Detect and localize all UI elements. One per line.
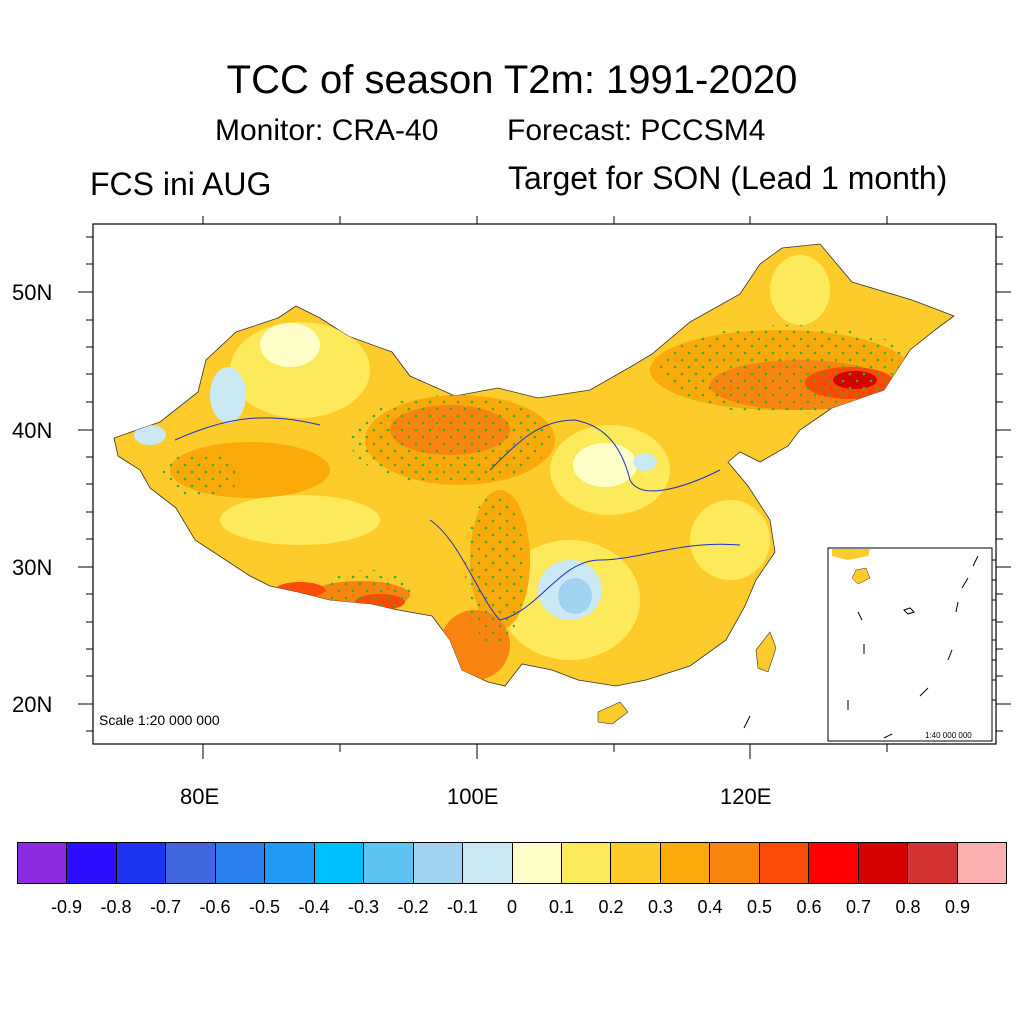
colorbar-box xyxy=(660,843,711,883)
region-kashgar-blue xyxy=(134,425,166,445)
colorbar-box xyxy=(611,843,661,883)
scale-inset-label: 1:40 000 000 xyxy=(925,731,972,740)
hainan-island xyxy=(597,701,629,725)
colorbar-box xyxy=(759,843,810,883)
lat-label-20n: 20N xyxy=(12,692,53,717)
region-dzungaria-pale xyxy=(260,323,320,367)
colorbar-label: 0.2 xyxy=(598,897,624,917)
colorbar-box xyxy=(67,843,117,883)
region-east-pale xyxy=(690,500,770,580)
ninedash-segment xyxy=(743,715,751,729)
colorbar-box xyxy=(215,843,266,883)
significance-sichuan xyxy=(465,495,525,645)
colorbar-label: 0.9 xyxy=(944,897,971,917)
significance-tarim xyxy=(160,453,240,497)
taiwan-island xyxy=(755,631,777,673)
colorbar-label: -0.4 xyxy=(298,897,330,917)
tarim-river xyxy=(174,417,321,441)
lat-label-30n: 30N xyxy=(12,555,53,580)
monitor-label: Monitor: CRA-40 xyxy=(215,114,439,147)
colorbar-label: 0.5 xyxy=(746,897,773,917)
lon-label-100e: 100E xyxy=(447,784,499,809)
colorbar-box xyxy=(116,843,167,883)
colorbar-label: -0.9 xyxy=(50,897,83,917)
colorbar-label: 0.3 xyxy=(647,897,674,917)
colorbar-label: 0.1 xyxy=(548,897,575,917)
colorbar-label: -0.8 xyxy=(100,897,132,917)
colorbar-box xyxy=(710,843,760,883)
region-tibet-pale xyxy=(220,495,380,545)
colorbar-label: -0.3 xyxy=(347,897,380,917)
lon-ticks xyxy=(202,216,888,759)
colorbar-label: 0.8 xyxy=(895,897,921,917)
colorbar-label: -0.7 xyxy=(149,897,182,917)
colorbar-label: -0.6 xyxy=(199,897,231,917)
scale-main-label: Scale 1:20 000 000 xyxy=(99,712,220,728)
colorbar-label: 0.7 xyxy=(845,897,872,917)
colorbar-box xyxy=(512,843,562,883)
region-loess-white xyxy=(573,443,637,487)
region-shanxi-blue xyxy=(633,453,657,471)
map-title: TCC of season T2m: 1991-2020 xyxy=(226,58,798,102)
colorbar-label: -0.1 xyxy=(446,897,479,917)
colorbar-box xyxy=(314,843,365,883)
init-label: FCS ini AUG xyxy=(90,166,272,202)
region-chongqing-blue2 xyxy=(558,578,592,614)
region-ili-blue xyxy=(210,367,246,423)
colorbar-box xyxy=(809,843,859,883)
lon-label-120e: 120E xyxy=(720,784,772,809)
colorbar-box xyxy=(18,843,68,883)
colorbar-box xyxy=(858,843,909,883)
target-label: Target for SON (Lead 1 month) xyxy=(508,160,948,196)
colorbar-label: 0.6 xyxy=(796,897,822,917)
significance-gansu xyxy=(350,395,550,485)
colorbar-label: -0.2 xyxy=(397,897,429,917)
lat-label-40n: 40N xyxy=(12,418,53,443)
colorbar-box xyxy=(166,843,216,883)
lat-label-50n: 50N xyxy=(12,280,53,305)
significance-ne xyxy=(660,325,920,415)
lat-ticks xyxy=(78,236,1011,732)
colorbar-box xyxy=(463,843,513,883)
yangtze-river xyxy=(429,519,741,621)
colorbar-box xyxy=(364,843,414,883)
region-ne-pale xyxy=(770,255,830,325)
yellow-river xyxy=(489,419,721,492)
colorbar-box xyxy=(957,843,1007,883)
colorbar-label: 0.4 xyxy=(697,897,723,917)
colorbar xyxy=(17,842,1007,884)
colorbar-box xyxy=(561,843,612,883)
colorbar-box xyxy=(908,843,958,883)
colorbar-label: -0.5 xyxy=(248,897,281,917)
south-china-sea-inset xyxy=(827,547,996,742)
colorbar-box xyxy=(413,843,464,883)
colorbar-label: 0 xyxy=(506,897,517,917)
lon-label-80e: 80E xyxy=(180,784,220,809)
forecast-label: Forecast: PCCSM4 xyxy=(507,114,766,147)
significance-tibet xyxy=(325,570,415,610)
colorbar-box xyxy=(265,843,315,883)
